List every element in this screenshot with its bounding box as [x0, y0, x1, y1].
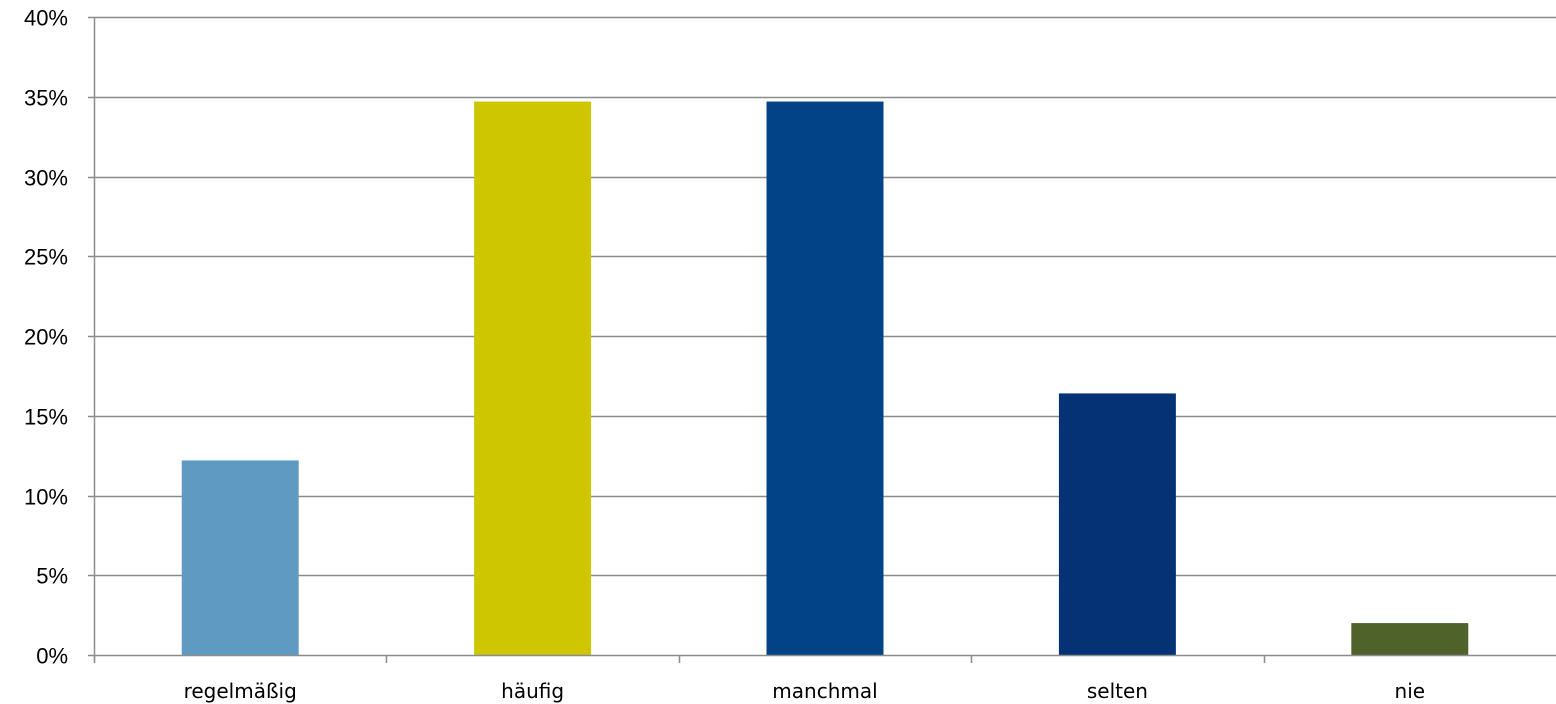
y-tick-label: 5% [36, 564, 68, 589]
y-tick-label: 20% [24, 325, 68, 350]
y-tick-label: 0% [36, 644, 68, 669]
y-tick-label: 40% [24, 6, 68, 31]
y-tick-label: 25% [24, 245, 68, 270]
bar-5 [1351, 623, 1469, 655]
y-tick-label: 10% [24, 485, 68, 510]
bars [181, 101, 1469, 655]
x-tick-label: manchmal [772, 679, 877, 703]
labels: 0% 5% 10% 15% 20% 25% 30% 35% 40% regelmäßig häufi… [24, 6, 1425, 704]
y-tick-label: 30% [24, 166, 68, 191]
x-tick-label: nie [1395, 679, 1426, 703]
y-tick-label: 15% [24, 405, 68, 430]
x-tick-label: regelmäßig [184, 679, 297, 703]
bar-2 [474, 101, 592, 655]
x-tick-label: häufig [501, 679, 564, 703]
y-tick-label: 35% [24, 86, 68, 111]
x-tick-label: selten [1087, 679, 1148, 703]
bar-3 [766, 101, 884, 655]
axes [88, 16, 1556, 663]
bar-4 [1058, 393, 1176, 655]
bar-1 [181, 460, 299, 655]
